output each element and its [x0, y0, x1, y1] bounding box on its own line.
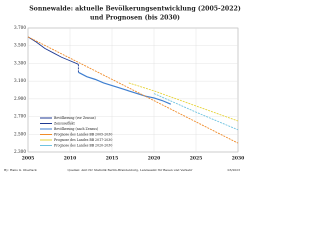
- footer-center: Quellen: Amt für Statistik Berlin-Brande…: [68, 168, 194, 172]
- footer-left: By: Hans G. Oberlack: [4, 168, 37, 172]
- x-tick-label: 2005: [22, 156, 35, 162]
- series-line: [78, 71, 172, 105]
- legend-label: Bevölkerung (vor Zensus): [54, 116, 96, 120]
- y-tick-label: 3.700: [14, 25, 26, 30]
- footer-right: 03/2023: [228, 168, 241, 172]
- legend-label: Zensuseffekt: [54, 122, 75, 126]
- y-tick-label: 3.500: [14, 43, 26, 48]
- legend-label: Prognose des Landes BB 2020-2030: [54, 144, 112, 148]
- legend-label: Bevölkerung (nach Zensus): [54, 127, 98, 131]
- x-tick-label: 2020: [148, 156, 161, 162]
- y-tick-label: 2.700: [14, 114, 26, 119]
- chart: Sonnewalde: aktuelle Bevölkerungsentwick…: [4, 6, 245, 173]
- x-tick-label: 2030: [232, 156, 245, 162]
- series-line: [128, 82, 239, 122]
- legend-label: Prognose des Landes BB 2017-2030: [54, 138, 112, 142]
- y-tick-label: 2.300: [14, 149, 26, 154]
- y-tick-label: 2.900: [14, 96, 26, 101]
- legend-label: Prognose des Landes BB 2005-2030: [54, 133, 112, 137]
- x-tick-label: 2010: [64, 156, 77, 162]
- y-tick-label: 3.300: [14, 60, 26, 65]
- y-tick-label: 2.500: [14, 131, 26, 136]
- chart-subtitle: und Prognosen (bis 2030): [90, 15, 180, 22]
- series-line: [27, 36, 79, 65]
- series-line: [27, 36, 239, 144]
- chart-title: Sonnewalde: aktuelle Bevölkerungsentwick…: [29, 6, 241, 13]
- series-line: [153, 93, 239, 131]
- x-tick-label: 2025: [190, 156, 203, 162]
- y-tick-label: 3.100: [14, 78, 26, 83]
- x-tick-label: 2015: [106, 156, 119, 162]
